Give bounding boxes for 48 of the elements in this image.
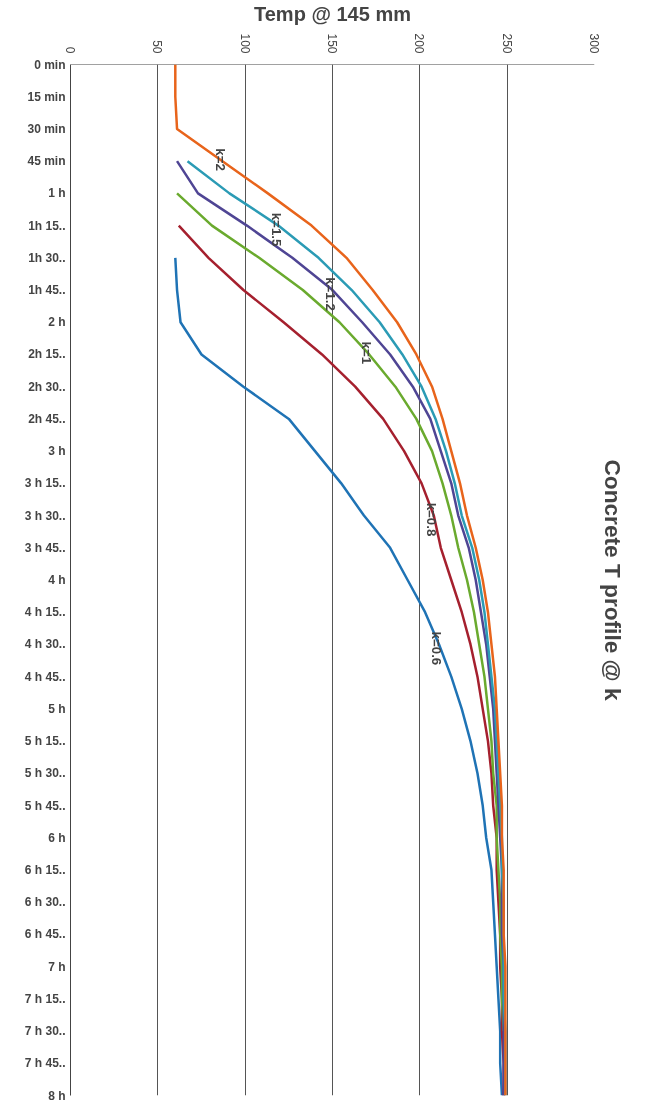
x-tick-label: 300 bbox=[587, 33, 601, 54]
y-tick-label: 3 h bbox=[48, 444, 66, 459]
y-tick-label: 6 h 45.. bbox=[24, 927, 66, 942]
y-tick-label: 2 h bbox=[48, 315, 66, 330]
y-tick-label: 5 h 30.. bbox=[24, 766, 66, 781]
y-tick-label: 3 h 15.. bbox=[24, 476, 66, 491]
y-tick-label: 3 h 45.. bbox=[24, 540, 66, 555]
x-tick-label: 50 bbox=[150, 40, 165, 54]
y-tick-label: 45 min bbox=[27, 154, 66, 169]
x-tick-label: 100 bbox=[237, 33, 252, 54]
y-tick-label: 1 h bbox=[48, 186, 66, 201]
text: k=1 bbox=[359, 341, 375, 365]
y-tick-label: 0 min bbox=[34, 57, 66, 72]
y-tick-label: 5 h 15.. bbox=[24, 734, 66, 749]
y-tick-label: 3 h 30.. bbox=[24, 508, 66, 523]
y-tick-label: 6 h 30.. bbox=[24, 895, 66, 910]
text: k=1.2 bbox=[322, 277, 338, 311]
y-tick-label: 5 h 45.. bbox=[24, 798, 66, 813]
y-tick-label: 7 h 15.. bbox=[24, 991, 66, 1006]
y-tick-label: 4 h 30.. bbox=[24, 637, 66, 652]
x-axis-title: Temp @ 145 mm bbox=[254, 3, 411, 26]
y-tick-label: 1h 30.. bbox=[28, 250, 66, 265]
x-tick-label: 250 bbox=[499, 33, 514, 54]
y-tick-label: 6 h bbox=[48, 830, 66, 845]
y-tick-label: 1h 45.. bbox=[28, 283, 66, 298]
x-tick-label: 0 bbox=[63, 46, 77, 54]
text: k=1.5 bbox=[268, 212, 284, 248]
y-tick-label: 7 h 30.. bbox=[24, 1024, 66, 1039]
text: k=2 bbox=[212, 148, 228, 171]
x-tick-label: 200 bbox=[412, 33, 427, 54]
y-tick-label: 15 min bbox=[27, 89, 66, 104]
y-tick-label: 4 h bbox=[48, 573, 66, 587]
y-tick-label: 2h 45.. bbox=[28, 411, 66, 426]
y-tick-label: 30 min bbox=[27, 121, 66, 136]
y-tick-label: 1h 15.. bbox=[28, 218, 66, 233]
y-tick-label: 7 h bbox=[48, 959, 66, 974]
y-tick-label: 5 h bbox=[48, 701, 66, 716]
y-tick-label: 8 h bbox=[48, 1088, 66, 1103]
y-tick-label: 2h 30.. bbox=[28, 379, 66, 394]
x-tick-label: 150 bbox=[325, 33, 339, 54]
text: k=0.8 bbox=[424, 502, 440, 537]
y-tick-label: 4 h 15.. bbox=[24, 605, 66, 620]
y-tick-label: 4 h 45.. bbox=[24, 669, 66, 684]
text: k=0.6 bbox=[429, 631, 445, 666]
text: Concrete T profile @ k bbox=[599, 459, 626, 701]
y-tick-label: 2h 15.. bbox=[28, 347, 66, 362]
y-tick-label: 6 h 15.. bbox=[24, 862, 66, 877]
y-tick-label: 7 h 45.. bbox=[24, 1056, 66, 1071]
